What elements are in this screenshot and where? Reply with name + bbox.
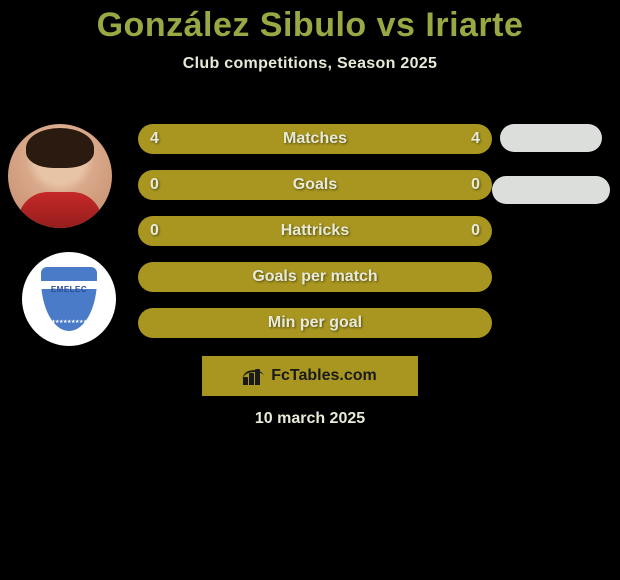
player2-club-placeholder [492,176,610,204]
player2-avatar-placeholder [500,124,602,152]
page-title: González Sibulo vs Iriarte [0,0,620,45]
fctables-label: FcTables.com [271,367,377,385]
shield-label: EMELEC [41,285,97,294]
page-subtitle: Club competitions, Season 2025 [0,55,620,73]
stat-row-goals-per-match: Goals per match [138,262,492,292]
fctables-attribution[interactable]: FcTables.com [202,356,418,396]
stat-label: Hattricks [281,222,349,240]
stat-row-min-per-goal: Min per goal [138,308,492,338]
stat-row-hattricks: 0 Hattricks 0 [138,216,492,246]
stat-left-value: 4 [150,130,159,148]
stat-right-value: 4 [471,130,480,148]
player1-avatar [8,124,112,228]
stat-right-value: 0 [471,222,480,240]
stats-container: 4 Matches 4 0 Goals 0 0 Hattricks 0 Goal… [138,124,492,354]
shield-icon: EMELEC [41,267,97,331]
stat-right-value: 0 [471,176,480,194]
date-label: 10 march 2025 [0,410,620,428]
stat-row-goals: 0 Goals 0 [138,170,492,200]
stat-label: Goals per match [252,268,377,286]
stat-label: Goals [293,176,337,194]
stat-left-value: 0 [150,176,159,194]
stat-label: Matches [283,130,347,148]
player1-club-logo: EMELEC [22,252,116,346]
stat-row-matches: 4 Matches 4 [138,124,492,154]
stat-left-value: 0 [150,222,159,240]
bar-chart-icon [243,367,265,385]
stat-label: Min per goal [268,314,362,332]
